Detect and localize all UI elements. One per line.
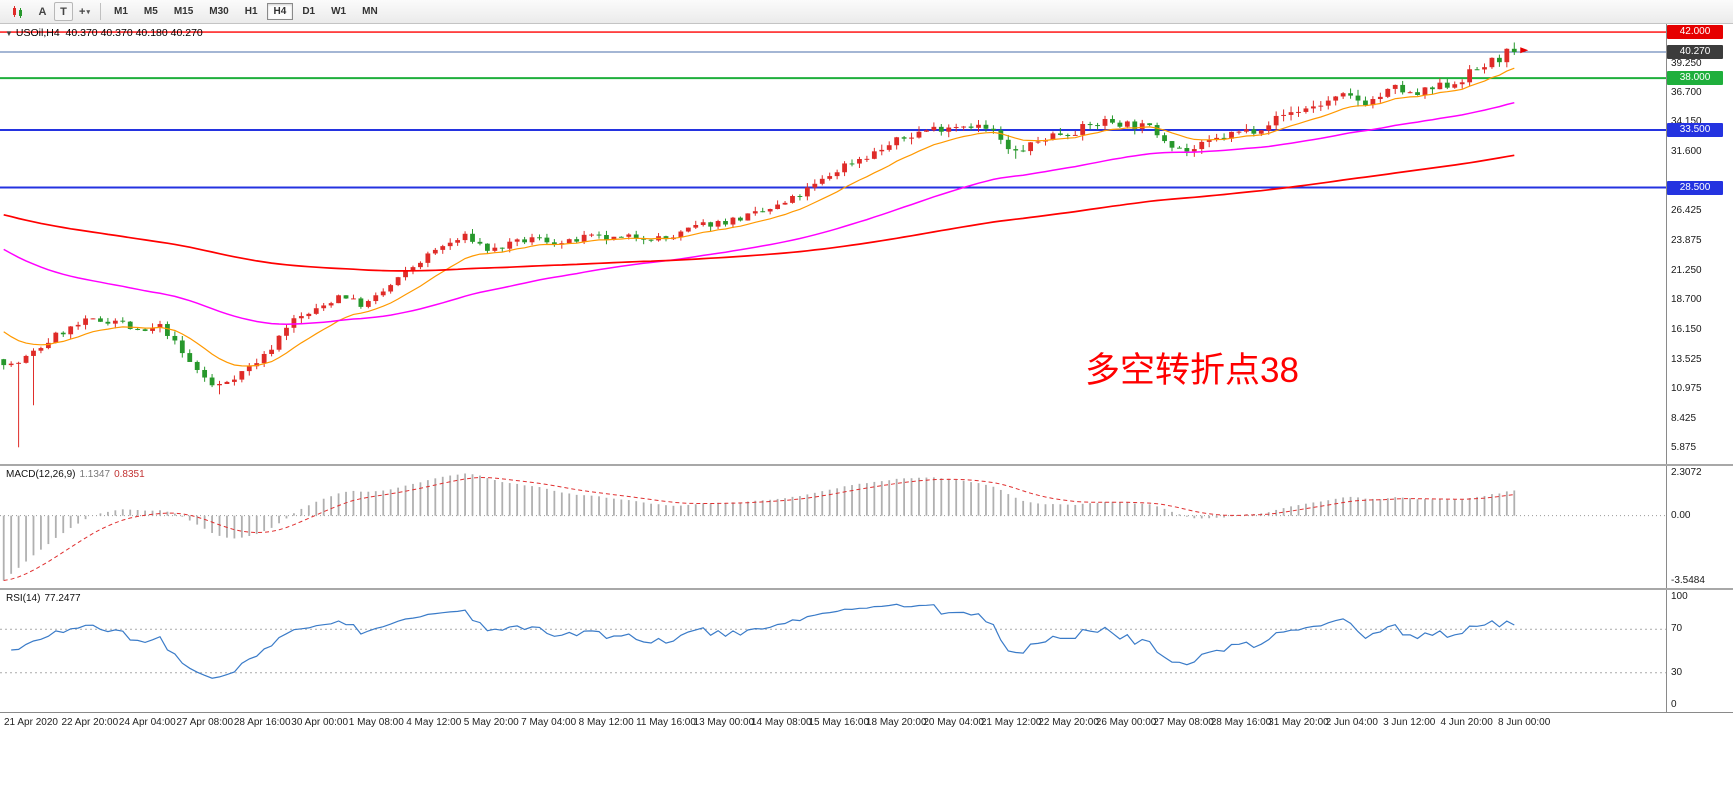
chevron-down-icon: ▾ <box>86 8 90 16</box>
time-axis-label: 21 May 12:00 <box>980 717 1042 728</box>
macd-panel: MACD(12,26,9) 1.1347 0.8351 2.3072 0.00 -3.5… <box>0 466 1733 588</box>
price-scale[interactable]: 39.250 36.700 34.150 31.600 26.425 23.875 21.2… <box>1666 24 1733 464</box>
timeframe-button-m30[interactable]: M30 <box>202 3 235 20</box>
main-chart-canvas[interactable] <box>0 24 1666 464</box>
main-chart-panel: ▼ USOil,H4 40.370 40.370 40.180 40.270 多空… <box>0 24 1733 464</box>
price-tick-label: 39.250 <box>1671 57 1702 69</box>
time-axis-label: 5 May 20:00 <box>463 717 519 728</box>
macd-canvas[interactable] <box>0 466 1666 588</box>
time-axis-label: 27 Apr 08:00 <box>176 717 234 728</box>
price-badge: 38.000 <box>1667 71 1723 86</box>
time-axis-label: 1 May 08:00 <box>348 717 404 728</box>
price-tick-label: 10.975 <box>1671 383 1702 395</box>
time-axis-label: 2 Jun 04:00 <box>1325 717 1378 728</box>
rsi-tick-label: 30 <box>1671 666 1683 678</box>
panel-divider[interactable] <box>0 464 1733 466</box>
chart-annotation-text[interactable]: 多空转折点38 <box>1085 351 1299 390</box>
macd-tick-label: 2.3072 <box>1671 467 1702 479</box>
time-axis[interactable]: 21 Apr 2020 22 Apr 20:00 24 Apr 04:00 27 Ap… <box>0 712 1733 793</box>
macd-tick-label: 0.00 <box>1671 509 1691 521</box>
macd-label: MACD(12,26,9) 1.1347 0.8351 <box>6 469 145 480</box>
time-axis-label: 27 May 08:00 <box>1153 717 1214 728</box>
macd-main-value: 1.1347 <box>79 469 111 480</box>
timeframe-button-m15[interactable]: M15 <box>167 3 200 20</box>
timeframe-button-h1[interactable]: H1 <box>238 3 265 20</box>
time-axis-label: 31 May 20:00 <box>1268 717 1329 728</box>
price-badge: 28.500 <box>1667 180 1723 195</box>
timeframe-button-w1[interactable]: W1 <box>324 3 353 20</box>
time-axis-label: 21 Apr 2020 <box>4 717 58 728</box>
rsi-panel: RSI(14) 77.2477 100 70 30 0 <box>0 590 1733 712</box>
timeframe-button-d1[interactable]: D1 <box>295 3 322 20</box>
mini-candles-icon <box>12 5 22 18</box>
time-axis-label: 4 Jun 20:00 <box>1440 717 1493 728</box>
crosshair-icon: + <box>79 5 86 18</box>
rsi-tick-label: 70 <box>1671 623 1683 635</box>
collapse-triangle-icon[interactable]: ▼ <box>5 29 13 38</box>
rsi-tick-label: 100 <box>1671 590 1688 602</box>
price-badge: 33.500 <box>1667 122 1723 137</box>
time-axis-label: 28 Apr 16:00 <box>233 717 291 728</box>
slow-ma-line <box>3 154 1515 272</box>
text-tool-button[interactable]: T <box>54 2 73 21</box>
time-axis-label: 18 May 20:00 <box>865 717 927 728</box>
time-axis-label: 8 May 12:00 <box>578 717 634 728</box>
time-axis-label: 20 May 04:00 <box>923 717 984 728</box>
rsi-value: 77.2477 <box>44 593 81 604</box>
macd-plot[interactable]: MACD(12,26,9) 1.1347 0.8351 <box>0 466 1666 588</box>
time-axis-label: 13 May 00:00 <box>693 717 755 728</box>
time-axis-label: 4 May 12:00 <box>406 717 462 728</box>
macd-tick-label: -3.5484 <box>1671 574 1705 586</box>
price-badge: 42.000 <box>1667 25 1723 40</box>
time-axis-label: 15 May 16:00 <box>808 717 870 728</box>
price-tick-label: 34.150 <box>1671 116 1702 128</box>
macd-signal-value: 0.8351 <box>114 469 145 480</box>
crosshair-tool-button[interactable]: + ▾ <box>75 2 94 21</box>
timeframe-button-m1[interactable]: M1 <box>107 3 135 20</box>
time-axis-label: 28 May 16:00 <box>1210 717 1272 728</box>
price-badge: 40.270 <box>1667 44 1723 59</box>
time-axis-label: 22 May 20:00 <box>1038 717 1099 728</box>
price-tick-label: 21.250 <box>1671 265 1702 277</box>
rsi-canvas[interactable] <box>0 590 1666 712</box>
time-axis-label: 14 May 08:00 <box>751 717 812 728</box>
time-axis-label: 11 May 16:00 <box>636 717 696 728</box>
rsi-tick-label: 0 <box>1671 699 1677 711</box>
price-tick-label: 36.700 <box>1671 87 1702 99</box>
rsi-scale[interactable]: 100 70 30 0 <box>1666 590 1733 712</box>
panel-divider[interactable] <box>0 588 1733 590</box>
price-tick-label: 18.700 <box>1671 294 1702 306</box>
timeframe-button-mn[interactable]: MN <box>355 3 385 20</box>
time-axis-label: 30 Apr 00:00 <box>291 717 349 728</box>
time-axis-label: 7 May 04:00 <box>521 717 577 728</box>
ohlc-values: 40.370 40.370 40.180 40.270 <box>65 27 203 39</box>
timeframe-button-m5[interactable]: M5 <box>137 3 165 20</box>
time-axis-label: 24 Apr 04:00 <box>118 717 176 728</box>
time-axis-label: 3 Jun 12:00 <box>1383 717 1436 728</box>
timeframe-button-h4[interactable]: H4 <box>266 3 294 20</box>
price-tick-label: 5.875 <box>1671 442 1697 454</box>
price-tick-label: 23.875 <box>1671 234 1702 246</box>
price-tick-label: 13.525 <box>1671 354 1702 366</box>
price-tick-label: 16.150 <box>1671 323 1702 335</box>
chart-title: ▼ USOil,H4 40.370 40.370 40.180 40.270 <box>5 27 203 39</box>
symbol-period-label: USOil,H4 <box>15 27 60 39</box>
annotation-a-button[interactable]: A <box>33 2 52 21</box>
time-axis-label: 26 May 00:00 <box>1095 717 1157 728</box>
rsi-plot[interactable]: RSI(14) 77.2477 <box>0 590 1666 712</box>
toolbar-separator <box>100 3 101 20</box>
price-tick-label: 31.600 <box>1671 145 1702 157</box>
macd-scale[interactable]: 2.3072 0.00 -3.5484 <box>1666 466 1733 588</box>
time-axis-label: 8 Jun 00:00 <box>1498 717 1551 728</box>
main-plot[interactable]: ▼ USOil,H4 40.370 40.370 40.180 40.270 多空… <box>0 24 1666 464</box>
rsi-label: RSI(14) 77.2477 <box>6 593 81 604</box>
timeframe-group: M1 M5 M15 M30 H1 H4 D1 W1 MN <box>106 3 386 20</box>
time-axis-label: 22 Apr 20:00 <box>61 717 119 728</box>
fast-ma-line <box>3 67 1515 367</box>
price-tick-label: 26.425 <box>1671 205 1702 217</box>
chart-icon[interactable] <box>4 1 31 22</box>
price-tick-label: 8.425 <box>1671 412 1697 424</box>
medium-ma-line <box>3 101 1515 325</box>
toolbar: A T + ▾ M1 M5 M15 M30 H1 H4 D1 W1 MN <box>0 0 1733 24</box>
